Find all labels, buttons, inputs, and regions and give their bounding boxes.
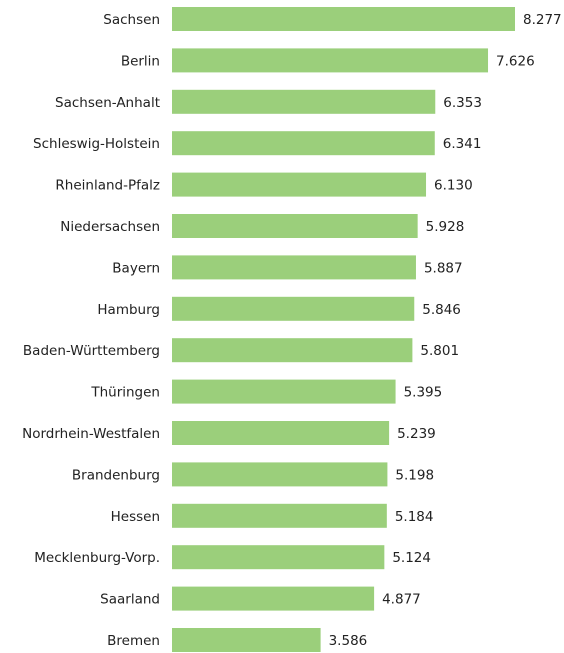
category-label: Bayern — [112, 260, 160, 276]
value-label: 5.395 — [404, 385, 443, 401]
value-label: 4.877 — [382, 592, 421, 608]
value-label: 5.198 — [395, 467, 434, 483]
category-label: Thüringen — [90, 385, 160, 401]
value-label: 5.928 — [426, 219, 465, 235]
category-label: Schleswig-Holstein — [33, 136, 160, 152]
category-label: Sachsen-Anhalt — [55, 95, 160, 111]
value-label: 3.586 — [329, 633, 368, 649]
bar — [172, 255, 416, 280]
value-label: 7.626 — [496, 53, 535, 69]
bar — [172, 628, 321, 652]
bar — [172, 586, 375, 611]
value-label: 6.130 — [434, 178, 473, 194]
category-label: Sachsen — [103, 12, 160, 28]
value-label: 5.887 — [424, 260, 463, 276]
value-label: 6.341 — [443, 136, 482, 152]
bar — [172, 462, 388, 487]
category-label: Brandenburg — [72, 467, 160, 483]
value-label: 6.353 — [443, 95, 482, 111]
bar — [172, 338, 413, 363]
bar — [172, 379, 396, 404]
category-label: Baden-Württemberg — [23, 343, 160, 359]
category-label: Nordrhein-Westfalen — [22, 426, 160, 442]
category-label: Hessen — [111, 509, 160, 525]
bar — [172, 89, 436, 114]
bar — [172, 296, 415, 321]
bar — [172, 172, 427, 197]
bar — [172, 503, 387, 528]
category-label: Saarland — [100, 592, 160, 608]
value-label: 5.846 — [422, 302, 461, 318]
value-label: 5.801 — [420, 343, 459, 359]
category-label: Niedersachsen — [60, 219, 160, 235]
bar — [172, 545, 385, 570]
bar — [172, 421, 390, 445]
category-label: Hamburg — [97, 302, 160, 318]
category-label: Berlin — [121, 53, 160, 69]
category-label: Mecklenburg-Vorp. — [34, 550, 160, 566]
bar — [172, 48, 489, 73]
bar — [172, 214, 418, 238]
category-label: Rheinland-Pfalz — [55, 178, 160, 194]
bar — [172, 7, 515, 31]
bar — [172, 131, 435, 156]
value-label: 8.277 — [523, 12, 562, 28]
value-label: 5.239 — [397, 426, 436, 442]
value-label: 5.184 — [395, 509, 434, 525]
value-label: 5.124 — [392, 550, 431, 566]
category-label: Bremen — [107, 633, 160, 649]
